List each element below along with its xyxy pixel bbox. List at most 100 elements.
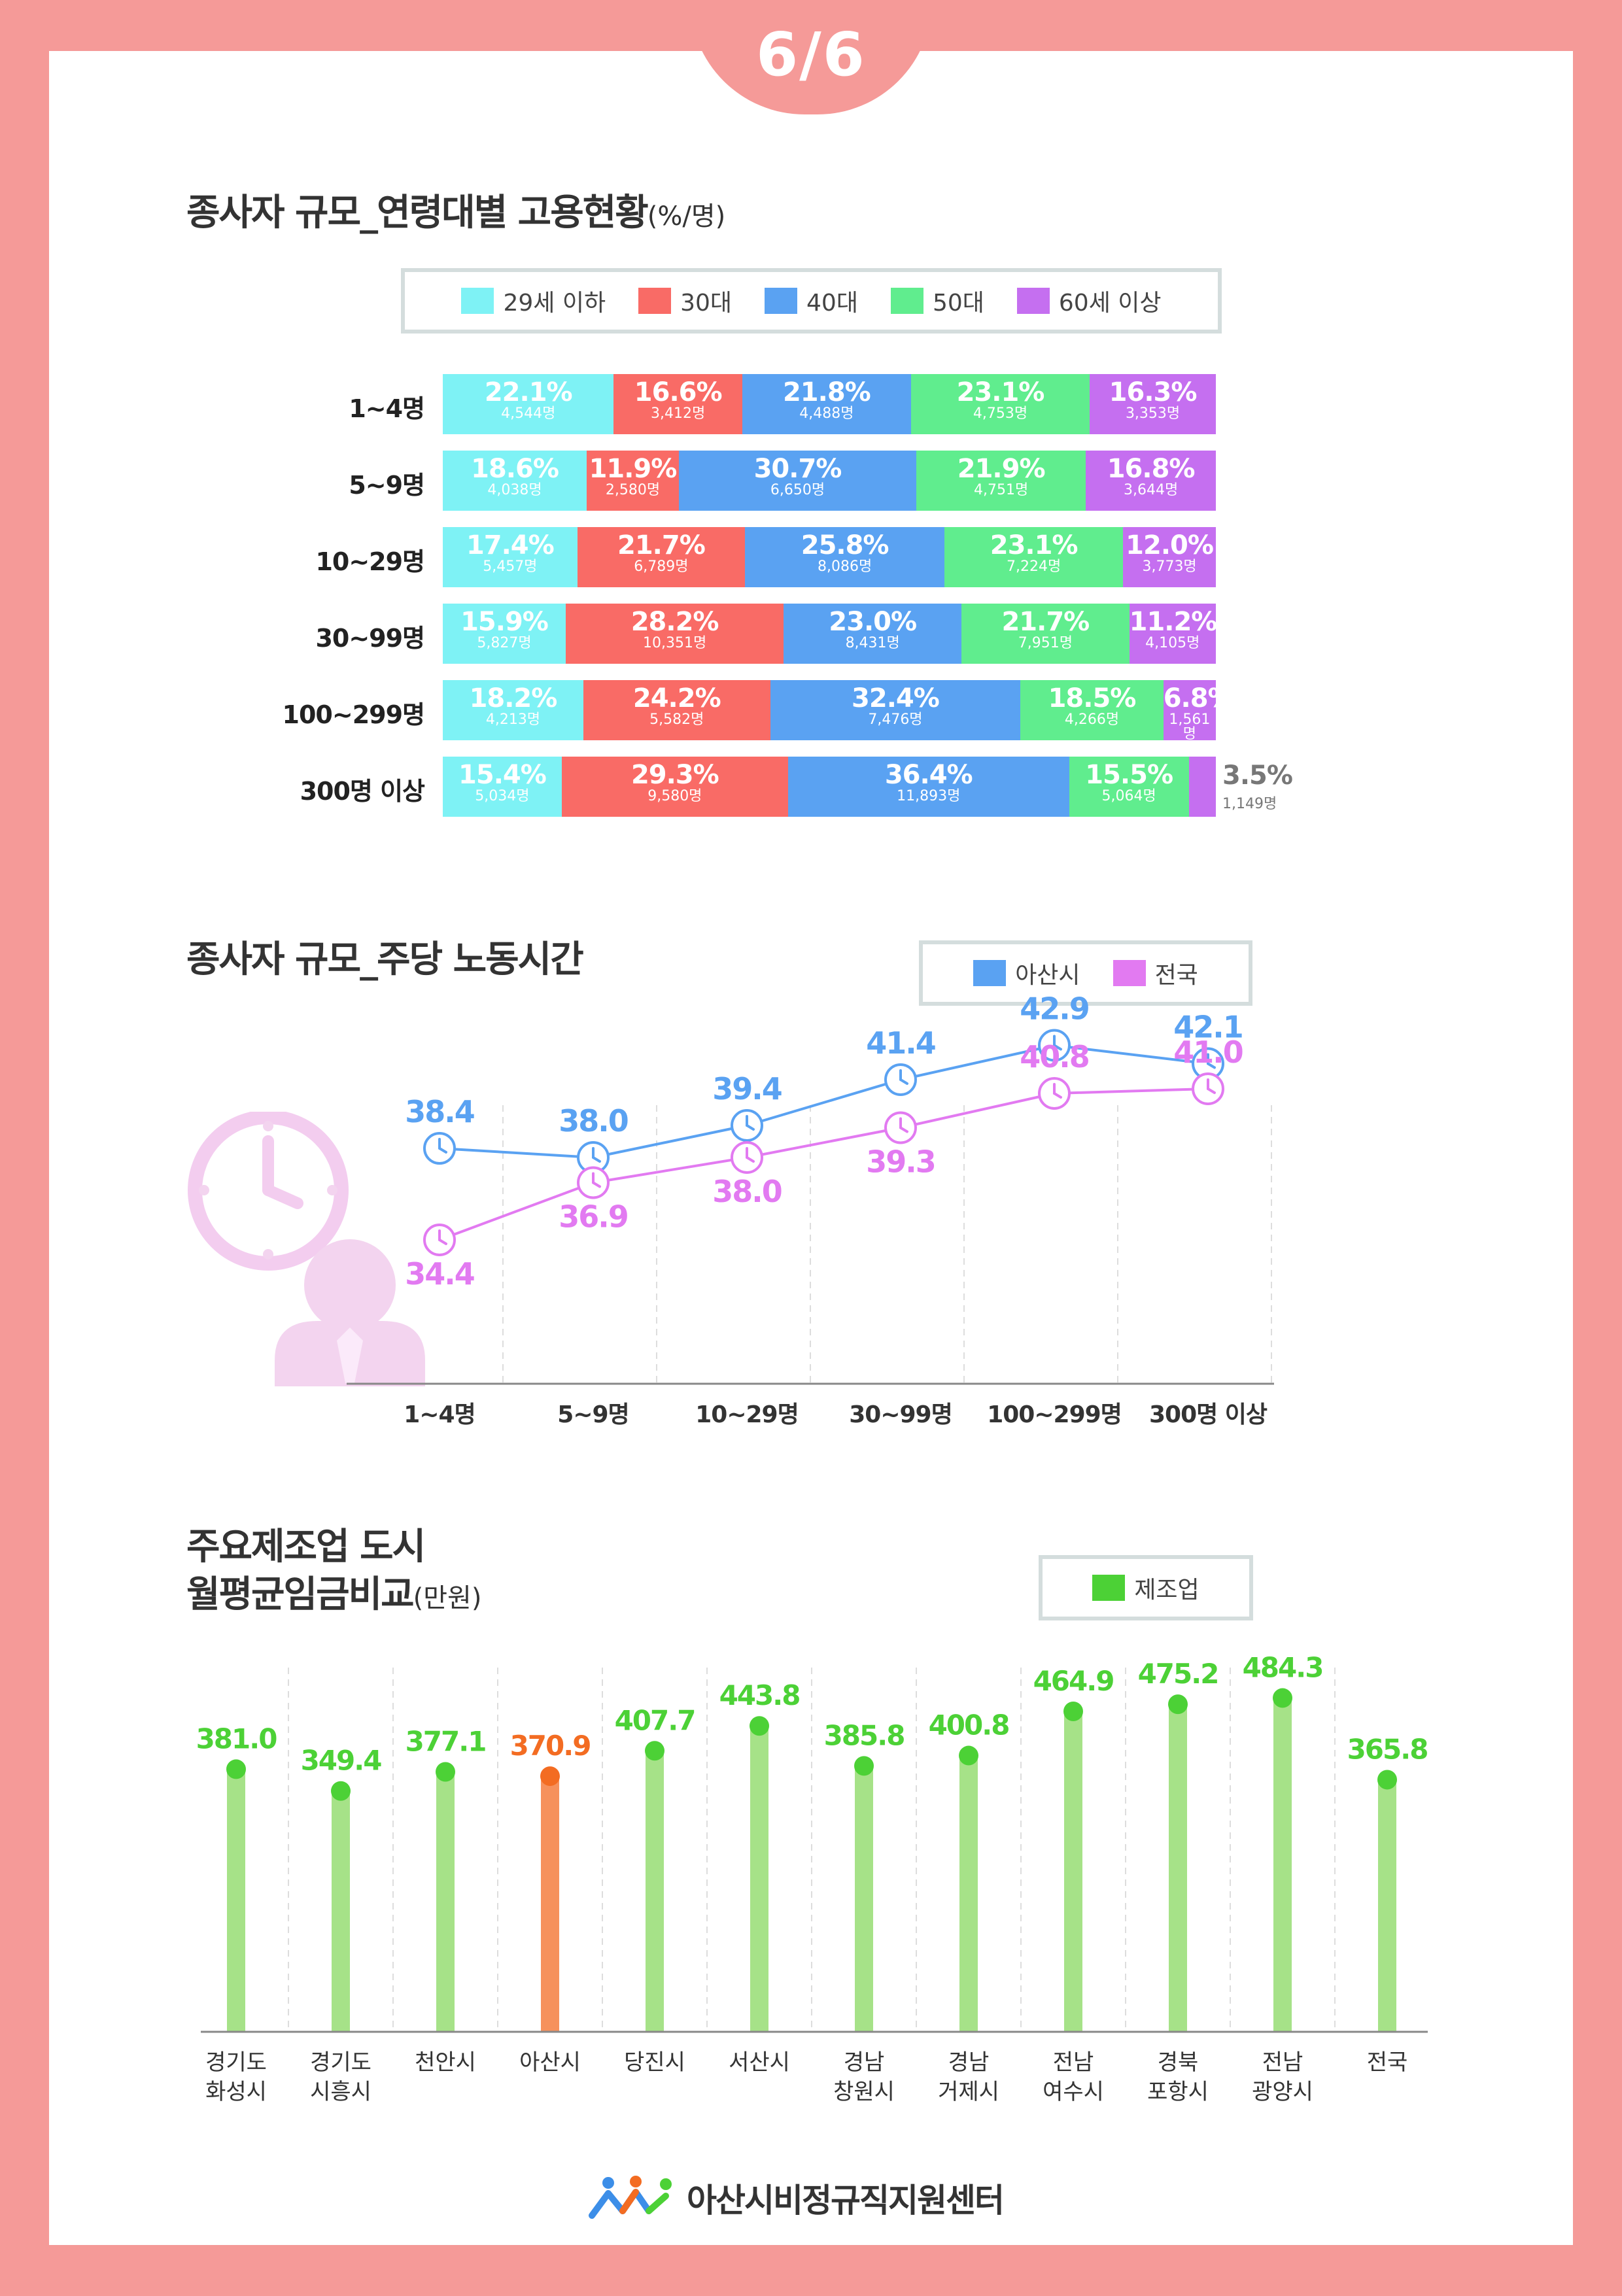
hours-legend-item-0: 아산시: [973, 956, 1080, 990]
line-value-label: 41.4: [866, 1025, 935, 1061]
segment-percent: 11.9%: [589, 454, 678, 484]
age-legend-item-label: 40대: [806, 290, 858, 317]
stack-segment: 11.2% 4,105명: [1129, 604, 1218, 664]
segment-count: 4,544명: [501, 405, 556, 422]
stack-segment: 22.1% 4,544명: [443, 374, 614, 434]
section3-title: 주요제조업 도시 월평균임금비교(만원): [186, 1524, 481, 1619]
wage-value-label: 407.7: [615, 1704, 695, 1736]
person-clock-illustration: [188, 1112, 425, 1386]
segment-percent: 36.4%: [884, 760, 973, 790]
wage-category-label: 천안시: [415, 2049, 476, 2076]
page-number: 6/6: [756, 20, 866, 90]
segment-percent: 29.3%: [630, 760, 719, 790]
segment-count: 1,561명: [1169, 711, 1211, 742]
wage-category-label: 서산시: [729, 2049, 790, 2076]
wage-category-label: 화성시: [205, 2079, 267, 2105]
segment-percent: 15.4%: [458, 760, 547, 790]
wage-legend-item-0: 제조업: [1092, 1571, 1199, 1605]
clock-marker: [1038, 1077, 1071, 1110]
line-value-label: 42.9: [1020, 991, 1089, 1027]
segment-percent: 16.8%: [1107, 454, 1196, 484]
segment-count: 5,827명: [477, 635, 532, 651]
wage-category-label: 경남: [844, 2049, 885, 2076]
stack-segment: 12.0% 3,773명: [1123, 527, 1216, 587]
segment-percent: 16.3%: [1109, 377, 1198, 407]
hours-legend-item-swatch: [1113, 960, 1146, 986]
section3-unit: (만원): [413, 1583, 482, 1613]
wage-value-label: 464.9: [1033, 1665, 1114, 1697]
clock-marker: [731, 1141, 763, 1174]
segment-percent-outside: 3.5%: [1222, 761, 1293, 791]
segment-count: 5,457명: [483, 558, 538, 575]
wage-value-label: 365.8: [1347, 1733, 1428, 1765]
hours-legend-item-label: 전국: [1154, 962, 1198, 989]
wage-dot: [1063, 1701, 1083, 1721]
hours-legend-item-1: 전국: [1113, 956, 1198, 990]
series-line: [439, 1088, 1209, 1241]
segment-count: 5,034명: [475, 788, 530, 804]
segment-percent: 18.2%: [469, 683, 558, 713]
stack-segment: 16.8% 3,644명: [1086, 451, 1216, 511]
wage-bar: [1378, 1779, 1396, 2032]
wage-bar: [227, 1769, 245, 2032]
segment-percent: 25.8%: [801, 530, 889, 560]
wage-dot: [1168, 1694, 1188, 1715]
wage-value-label: 385.8: [824, 1719, 905, 1751]
wage-dot: [1377, 1770, 1397, 1790]
segment-percent: 23.0%: [829, 607, 917, 637]
age-legend-item-swatch: [765, 288, 798, 314]
age-legend-item-label: 30대: [680, 290, 733, 317]
wage-dot: [331, 1781, 351, 1801]
hours-legend: 아산시 전국: [919, 940, 1252, 1006]
wage-value-label: 349.4: [301, 1745, 382, 1777]
wage-bar: [1064, 1711, 1082, 2032]
x-tick-label: 10~29명: [695, 1401, 798, 1428]
wage-category-label: 당진시: [624, 2049, 685, 2076]
wage-category-label: 전남: [1053, 2049, 1094, 2076]
section3-title-line1: 주요제조업 도시: [186, 1526, 426, 1568]
clock-marker: [884, 1063, 917, 1096]
segment-count: 6,650명: [770, 482, 825, 498]
segment-count: 4,488명: [799, 405, 854, 422]
wage-legend: 제조업: [1039, 1555, 1253, 1620]
stack-row-label: 1~4명: [349, 394, 425, 423]
wage-dot: [645, 1741, 664, 1761]
wage-bar: [750, 1726, 768, 2032]
clock-marker: [1192, 1072, 1224, 1105]
segment-percent: 21.7%: [1001, 607, 1090, 637]
age-legend-item-2: 40대: [765, 284, 858, 318]
segment-percent: 24.2%: [632, 683, 721, 713]
segment-count: 7,224명: [1007, 558, 1061, 575]
segment-count: 2,580명: [605, 482, 661, 498]
wage-value-label: 377.1: [406, 1726, 486, 1758]
segment-count: 5,064명: [1101, 788, 1156, 804]
footer-org-name: 아산시비정규직지원센터: [687, 2182, 1005, 2219]
wage-category-label: 포항시: [1147, 2079, 1209, 2105]
age-legend-item-swatch: [890, 288, 923, 314]
stack-segment: 18.6% 4,038명: [443, 451, 587, 511]
line-value-label: 38.0: [712, 1174, 782, 1209]
footer: 아산시비정규직지원센터: [589, 2174, 1005, 2221]
stack-segment: 23.1% 7,224명: [944, 527, 1124, 587]
segment-percent: 30.7%: [753, 454, 842, 484]
segment-count: 4,266명: [1064, 711, 1120, 728]
wage-value-label: 443.8: [719, 1679, 800, 1711]
hours-legend-item-label: 아산시: [1015, 962, 1080, 989]
wage-value-label: 381.0: [196, 1722, 277, 1755]
stack-segment: [1188, 757, 1216, 817]
age-legend-item-label: 29세 이하: [503, 290, 606, 317]
clock-marker: [884, 1111, 917, 1144]
stack-segment: 25.8% 8,086명: [745, 527, 945, 587]
segment-count: 7,476명: [868, 711, 923, 728]
wage-category-label: 경북: [1158, 2049, 1199, 2076]
stack-segment: 24.2% 5,582명: [583, 680, 770, 740]
stack-segment: 28.2% 10,351명: [565, 604, 784, 664]
x-tick-label: 300명 이상: [1149, 1401, 1268, 1428]
wage-bar: [541, 1776, 559, 2032]
segment-percent: 11.2%: [1129, 607, 1218, 637]
segment-percent: 23.1%: [956, 377, 1045, 407]
line-value-label: 38.4: [405, 1094, 474, 1129]
wage-category-label: 거제시: [938, 2079, 999, 2105]
series-line: [439, 1044, 1209, 1159]
segment-percent: 32.4%: [852, 683, 940, 713]
